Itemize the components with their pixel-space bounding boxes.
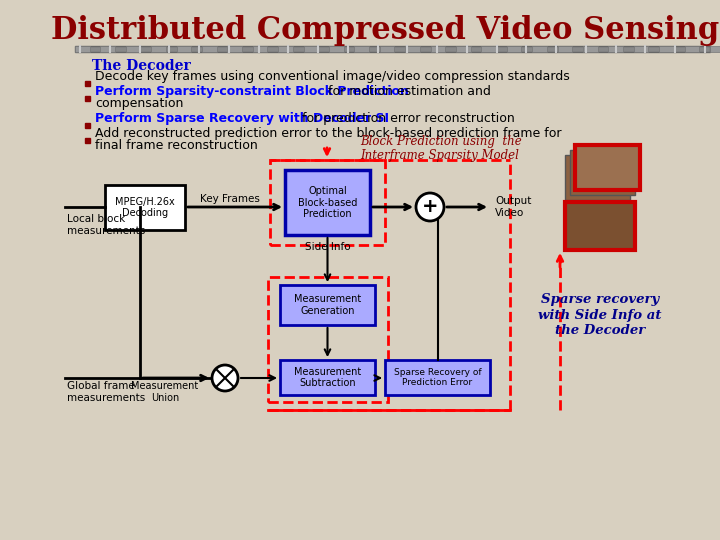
FancyBboxPatch shape: [176, 46, 192, 52]
FancyBboxPatch shape: [285, 170, 370, 235]
FancyBboxPatch shape: [405, 46, 420, 52]
FancyBboxPatch shape: [570, 150, 635, 195]
FancyBboxPatch shape: [380, 46, 395, 52]
Text: The Decoder: The Decoder: [92, 59, 191, 73]
Text: Block Prediction using  the: Block Prediction using the: [360, 136, 522, 148]
Text: Sparse Recovery of
Prediction Error: Sparse Recovery of Prediction Error: [394, 368, 481, 387]
FancyBboxPatch shape: [126, 46, 140, 52]
FancyBboxPatch shape: [565, 202, 635, 250]
FancyBboxPatch shape: [660, 46, 674, 52]
FancyBboxPatch shape: [608, 46, 623, 52]
FancyBboxPatch shape: [354, 46, 369, 52]
Text: for motion estimation and: for motion estimation and: [324, 85, 490, 98]
Bar: [85, 123, 90, 128]
Bar: [85, 138, 90, 143]
Text: Add reconstructed prediction error to the block-based prediction frame for: Add reconstructed prediction error to th…: [95, 127, 562, 140]
FancyBboxPatch shape: [385, 360, 490, 395]
FancyBboxPatch shape: [431, 46, 445, 52]
Bar: [85, 96, 90, 101]
FancyBboxPatch shape: [280, 360, 375, 395]
FancyBboxPatch shape: [565, 155, 630, 200]
FancyBboxPatch shape: [329, 46, 343, 52]
Text: MPEG/H.26x
Decoding: MPEG/H.26x Decoding: [115, 197, 175, 218]
FancyBboxPatch shape: [278, 46, 293, 52]
FancyBboxPatch shape: [557, 46, 572, 52]
FancyBboxPatch shape: [304, 46, 318, 52]
Text: compensation: compensation: [95, 97, 184, 110]
FancyBboxPatch shape: [634, 46, 649, 52]
FancyBboxPatch shape: [202, 46, 217, 52]
Text: Key Frames: Key Frames: [200, 193, 260, 204]
Text: Local block
measurements: Local block measurements: [67, 214, 145, 236]
Text: final frame reconstruction: final frame reconstruction: [95, 139, 258, 152]
Text: Global frame
measurements: Global frame measurements: [67, 381, 145, 403]
Text: Optimal
Block-based
Prediction: Optimal Block-based Prediction: [298, 186, 357, 219]
Text: Measurement
Subtraction: Measurement Subtraction: [294, 367, 361, 388]
FancyBboxPatch shape: [710, 46, 720, 52]
FancyBboxPatch shape: [685, 46, 699, 52]
Text: Sparse recovery: Sparse recovery: [541, 294, 659, 307]
FancyBboxPatch shape: [507, 46, 521, 52]
Text: Output
Video: Output Video: [495, 196, 531, 218]
Bar: [85, 81, 90, 86]
Text: +: +: [422, 198, 438, 217]
Text: Distributed Compressed Video Sensing: Distributed Compressed Video Sensing: [51, 15, 719, 45]
Text: Perform Sparse Recovery with Decoder SI: Perform Sparse Recovery with Decoder SI: [95, 112, 389, 125]
Text: the Decoder: the Decoder: [555, 323, 645, 336]
Bar: [75, 46, 710, 52]
FancyBboxPatch shape: [280, 285, 375, 325]
Text: for prediction error reconstruction: for prediction error reconstruction: [298, 112, 515, 125]
Text: with Side Info at: with Side Info at: [539, 308, 662, 321]
FancyBboxPatch shape: [575, 145, 640, 190]
FancyBboxPatch shape: [100, 46, 115, 52]
FancyBboxPatch shape: [228, 46, 242, 52]
FancyBboxPatch shape: [75, 46, 90, 52]
Text: Measurement
Generation: Measurement Generation: [294, 294, 361, 316]
Text: Measurement
Union: Measurement Union: [131, 381, 199, 403]
Circle shape: [212, 365, 238, 391]
Text: Side Info: Side Info: [305, 242, 351, 252]
FancyBboxPatch shape: [456, 46, 471, 52]
Text: Interframe Sparsity Model: Interframe Sparsity Model: [360, 148, 519, 161]
FancyBboxPatch shape: [583, 46, 598, 52]
FancyBboxPatch shape: [253, 46, 267, 52]
Text: Decode key frames using conventional image/video compression standards: Decode key frames using conventional ima…: [95, 70, 570, 83]
FancyBboxPatch shape: [532, 46, 547, 52]
FancyBboxPatch shape: [151, 46, 166, 52]
FancyBboxPatch shape: [575, 145, 640, 190]
FancyBboxPatch shape: [105, 185, 185, 230]
Circle shape: [416, 193, 444, 221]
FancyBboxPatch shape: [482, 46, 496, 52]
Text: Perform Sparsity-constraint Block Prediction: Perform Sparsity-constraint Block Predic…: [95, 85, 409, 98]
